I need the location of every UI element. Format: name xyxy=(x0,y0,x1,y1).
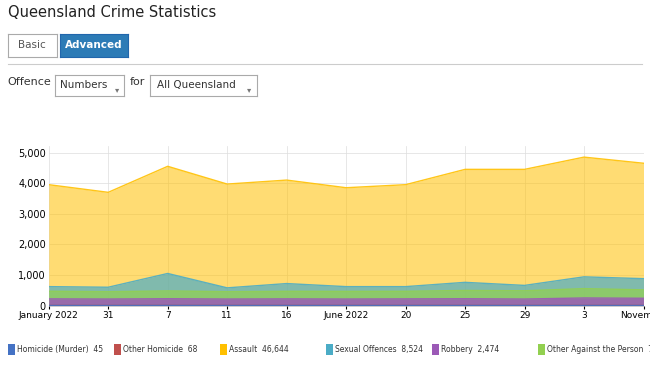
Text: Homicide (Murder)  45: Homicide (Murder) 45 xyxy=(17,345,103,354)
Text: for: for xyxy=(130,77,146,87)
Text: Robbery  2,474: Robbery 2,474 xyxy=(441,345,499,354)
Text: Advanced: Advanced xyxy=(65,40,123,51)
Text: Sexual Offences  8,524: Sexual Offences 8,524 xyxy=(335,345,422,354)
Text: Basic: Basic xyxy=(18,40,46,51)
Text: ▾: ▾ xyxy=(247,85,252,94)
Text: Other Against the Person  7,509: Other Against the Person 7,509 xyxy=(547,345,650,354)
Text: Other Homicide  68: Other Homicide 68 xyxy=(123,345,197,354)
Text: Queensland Crime Statistics: Queensland Crime Statistics xyxy=(8,5,216,20)
Text: All Queensland: All Queensland xyxy=(157,79,236,90)
Text: Offence: Offence xyxy=(8,77,51,87)
Text: Numbers: Numbers xyxy=(60,79,108,90)
Text: Assault  46,644: Assault 46,644 xyxy=(229,345,289,354)
Text: ▾: ▾ xyxy=(114,85,119,94)
